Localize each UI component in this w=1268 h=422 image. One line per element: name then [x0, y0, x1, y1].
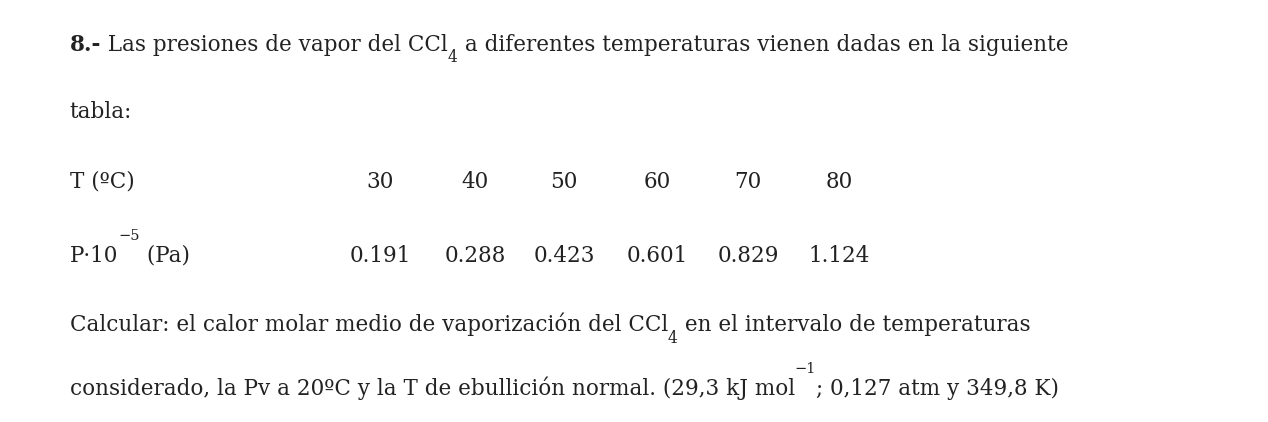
Text: 50: 50: [550, 171, 578, 193]
Text: 70: 70: [734, 171, 762, 193]
Text: 80: 80: [825, 171, 853, 193]
Text: en el intervalo de temperaturas: en el intervalo de temperaturas: [677, 314, 1031, 336]
Text: 0.829: 0.829: [718, 245, 779, 267]
Text: 4: 4: [448, 49, 458, 66]
Text: 30: 30: [366, 171, 394, 193]
Text: 1.124: 1.124: [809, 245, 870, 267]
Text: 4: 4: [668, 330, 677, 347]
Text: −1: −1: [795, 362, 817, 376]
Text: ; 0,127 atm y 349,8 K): ; 0,127 atm y 349,8 K): [817, 377, 1059, 400]
Text: considerado, la Pv a 20ºC y la T de ebullición normal. (29,3 kJ mol: considerado, la Pv a 20ºC y la T de ebul…: [70, 376, 795, 400]
Text: P·10: P·10: [70, 245, 118, 267]
Text: (Pa): (Pa): [139, 245, 190, 267]
Text: Calcular: el calor molar medio de vaporización del CCl: Calcular: el calor molar medio de vapori…: [70, 313, 668, 336]
Text: 8.-: 8.-: [70, 34, 101, 56]
Text: 40: 40: [462, 171, 489, 193]
Text: 0.601: 0.601: [626, 245, 687, 267]
Text: 0.423: 0.423: [534, 245, 595, 267]
Text: T (ºC): T (ºC): [70, 171, 134, 193]
Text: 0.288: 0.288: [445, 245, 506, 267]
Text: 60: 60: [643, 171, 671, 193]
Text: 0.191: 0.191: [350, 245, 411, 267]
Text: tabla:: tabla:: [70, 101, 132, 123]
Text: a diferentes temperaturas vienen dadas en la siguiente: a diferentes temperaturas vienen dadas e…: [458, 34, 1068, 56]
Text: Las presiones de vapor del CCl: Las presiones de vapor del CCl: [101, 34, 448, 56]
Text: −5: −5: [118, 229, 139, 243]
